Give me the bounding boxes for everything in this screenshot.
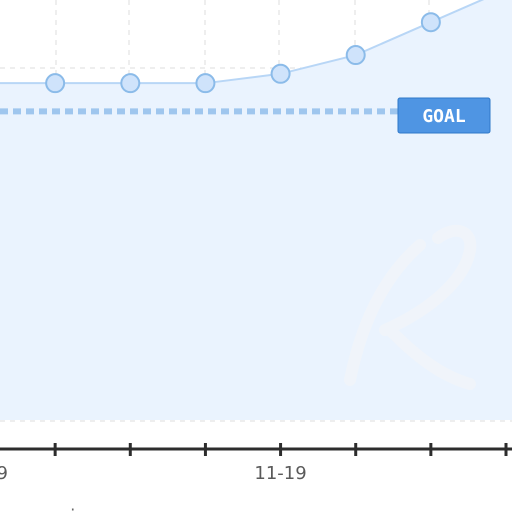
data-point-5	[345, 45, 366, 66]
goal-badge-background	[397, 97, 491, 134]
goal-badge: GOAL	[397, 97, 491, 134]
x-axis-labels: 9 11-19	[0, 463, 307, 484]
x-tick-label-1: 9	[0, 463, 8, 484]
goal-label: GOAL	[422, 106, 466, 127]
x-axis	[0, 443, 512, 456]
data-point-2	[120, 73, 141, 94]
data-points	[45, 12, 441, 94]
watermark-logo	[344, 224, 477, 390]
data-point-4	[270, 63, 291, 84]
x-tick-label-2: 11-19	[254, 463, 306, 484]
data-point-6	[420, 12, 441, 33]
series-line	[0, 0, 485, 85]
data-point-1	[45, 73, 66, 94]
series-area	[0, 0, 512, 420]
caption-text: companies	[0, 506, 96, 512]
data-point-3	[195, 73, 216, 94]
